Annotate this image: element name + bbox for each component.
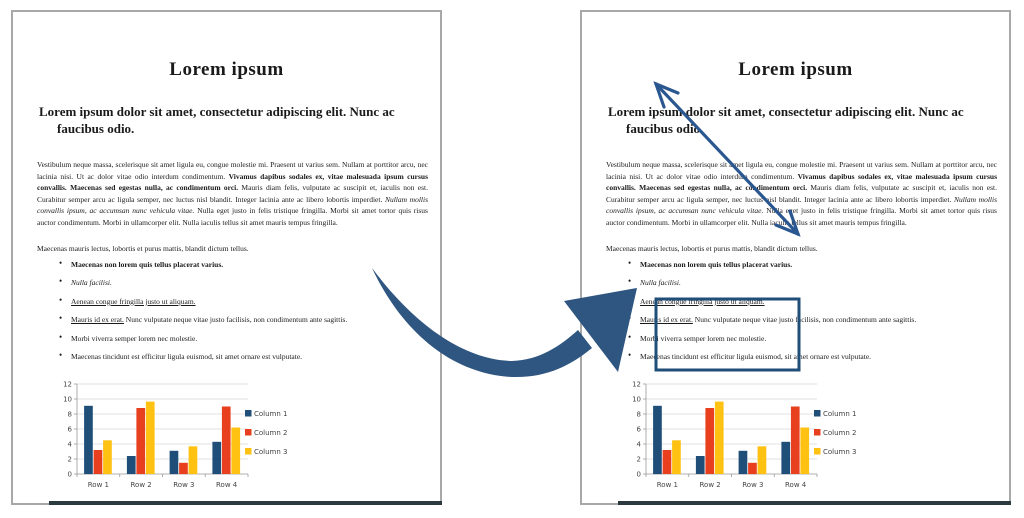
document-heading: Lorem ipsum dolor sit amet, consectetur … [608,104,964,136]
text-segment: Mauris id ex erat. [640,315,693,325]
svg-text:2: 2 [68,455,72,463]
text-segment: Vestibulum neque massa, scelerisque sit … [37,160,428,181]
svg-text:Column 3: Column 3 [823,448,857,456]
svg-text:10: 10 [632,395,641,403]
text-segment: Nulla facilisi. [71,278,112,288]
intro-paragraph: Maecenas mauris lectus, lobortis et puru… [37,244,249,253]
svg-text:Row 2: Row 2 [131,481,152,489]
bullet-item: Maecenas non lorem quis tellus placerat … [59,258,421,270]
text-segment: Aenean congue fringilla justo ut aliquam… [71,296,196,306]
svg-text:Row 4: Row 4 [785,481,807,489]
text-segment: Mauris id ex erat. [71,315,124,325]
intro-paragraph: Maecenas mauris lectus, lobortis et puru… [606,244,818,253]
text-segment: Nullam mollis convallis ipsum, ac accums… [37,194,428,216]
document-page-after: Lorem ipsum Lorem ipsum dolor sit amet, … [580,10,1011,505]
text-segment: Maecenas non lorem quis tellus placerat … [640,260,793,269]
svg-text:Row 3: Row 3 [173,481,194,489]
svg-text:2: 2 [637,455,641,463]
svg-text:Column 1: Column 1 [823,410,857,418]
bullet-item: Morbi viverra semper lorem nec molestie. [59,332,421,344]
svg-text:Row 1: Row 1 [88,481,109,489]
svg-text:12: 12 [63,380,72,388]
text-segment: Maecenas tincidunt est efficitur ligula … [640,351,872,361]
svg-text:Row 3: Row 3 [742,481,763,489]
document-content: Lorem ipsum Lorem ipsum dolor sit amet, … [582,12,1011,505]
text-segment: Nunc vulputate neque vitae justo facilis… [123,315,348,325]
text-segment: Maecenas non lorem quis tellus placerat … [71,260,224,269]
bar-chart: 0 2 4 6 8 10 12 Row 1 Row 2 Row 3 Row 4 Column 1 Col… [632,380,857,489]
bullet-item: Morbi viverra semper lorem nec molestie. [628,332,990,344]
svg-text:0: 0 [637,470,641,478]
svg-text:8: 8 [637,410,641,418]
bullet-item: Aenean congue fringilla justo ut aliquam… [628,295,990,307]
svg-text:8: 8 [68,410,72,418]
svg-text:Row 1: Row 1 [657,481,678,489]
svg-text:Column 2: Column 2 [254,429,288,437]
bullet-item: Mauris id ex erat. Nunc vulputate neque … [59,313,421,325]
bullet-item: Maecenas non lorem quis tellus placerat … [628,258,990,270]
svg-text:12: 12 [632,380,641,388]
svg-text:6: 6 [68,425,73,433]
body-paragraph: Vestibulum neque massa, scelerisque sit … [606,159,997,229]
bullet-list: Maecenas non lorem quis tellus placerat … [628,258,990,369]
text-segment: Morbi viverra semper lorem nec molestie. [71,333,198,343]
page-bottom-bar [618,501,1011,505]
bullet-item: Nulla facilisi. [59,276,421,288]
svg-text:6: 6 [637,425,642,433]
bullet-item: Aenean congue fringilla justo ut aliquam… [59,295,421,307]
text-segment: Maecenas tincidunt est efficitur ligula … [71,351,303,361]
svg-text:Column 1: Column 1 [254,410,288,418]
document-title: Lorem ipsum [169,59,284,80]
bullet-list: Maecenas non lorem quis tellus placerat … [59,258,421,369]
text-segment: Vivamus dapibus sodales ex, vitae malesu… [37,171,428,193]
body-paragraph: Vestibulum neque massa, scelerisque sit … [37,159,428,229]
svg-text:Row 4: Row 4 [216,481,238,489]
svg-text:Column 3: Column 3 [254,448,288,456]
svg-text:Row 2: Row 2 [700,481,721,489]
page-bottom-bar [49,501,442,505]
svg-text:10: 10 [63,395,72,403]
text-segment: Nunc vulputate neque vitae justo facilis… [692,315,917,325]
bar-chart: 0 2 4 6 8 10 12 Row 1 Row 2 Row 3 Row 4 Column 1 Col… [63,380,288,489]
bullet-item: Mauris id ex erat. Nunc vulputate neque … [628,313,990,325]
svg-text:4: 4 [637,440,642,448]
document-page-before: Lorem ipsum Lorem ipsum dolor sit amet, … [11,10,442,505]
svg-text:0: 0 [68,470,72,478]
text-segment: Nulla eget justo in felis tristique frin… [37,206,428,227]
document-heading: Lorem ipsum dolor sit amet, consectetur … [39,104,395,136]
text-segment: Mauris diam felis, vulputate ac suscipit… [37,183,428,204]
text-segment: Aenean congue fringilla justo ut aliquam… [640,296,765,306]
document-title: Lorem ipsum [738,59,853,80]
svg-text:Column 2: Column 2 [823,429,857,437]
bullet-item: Maecenas tincidunt est efficitur ligula … [59,350,421,362]
bullet-item: Maecenas tincidunt est efficitur ligula … [628,350,990,362]
document-content: Lorem ipsum Lorem ipsum dolor sit amet, … [13,12,442,505]
bullet-item: Nulla facilisi. [628,276,990,288]
svg-text:4: 4 [68,440,73,448]
text-segment: Nulla facilisi. [640,278,681,288]
text-segment: Morbi viverra semper lorem nec molestie. [640,333,767,343]
